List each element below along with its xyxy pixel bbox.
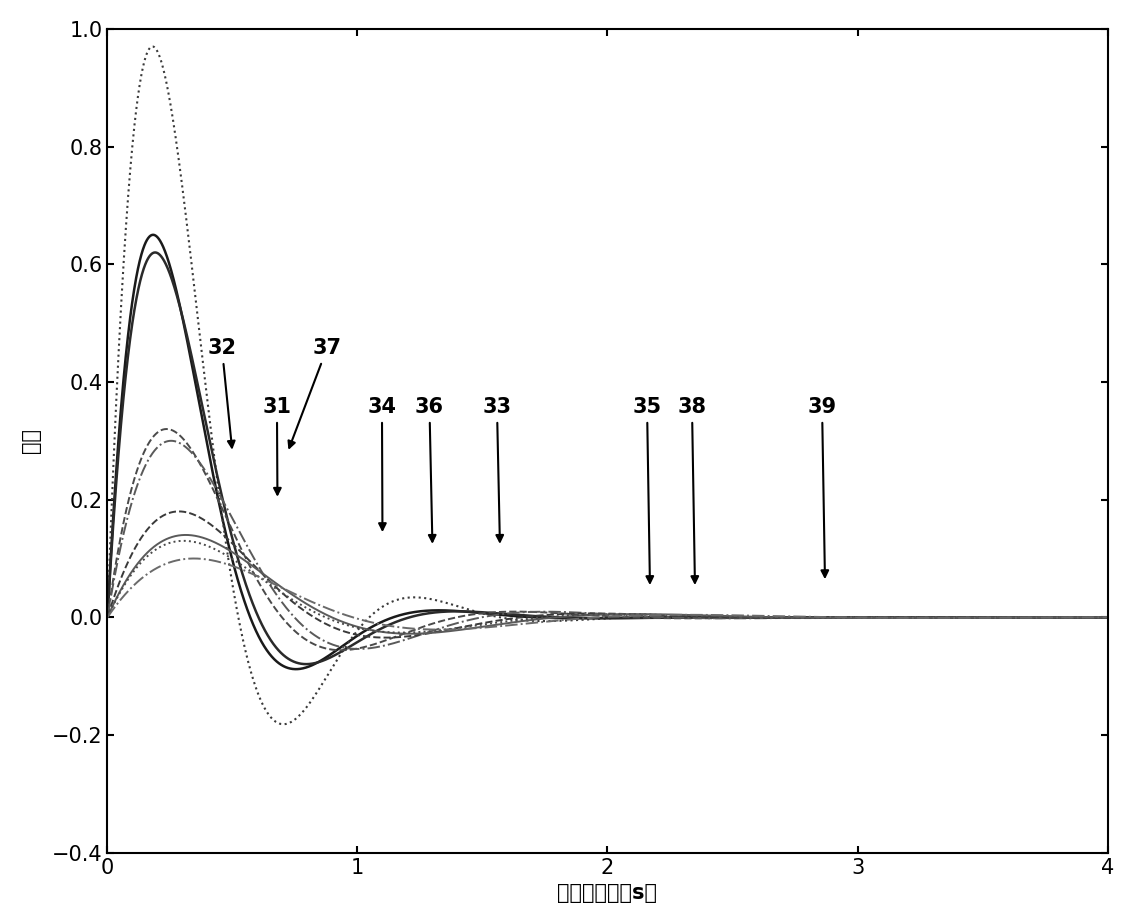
X-axis label: 时间（单位：s）: 时间（单位：s） <box>557 883 657 903</box>
Text: 31: 31 <box>262 397 292 494</box>
Text: 33: 33 <box>482 397 512 541</box>
Text: 38: 38 <box>678 397 706 583</box>
Text: 37: 37 <box>288 338 342 448</box>
Text: 34: 34 <box>368 397 396 529</box>
Text: 35: 35 <box>632 397 662 583</box>
Text: 39: 39 <box>807 397 836 577</box>
Y-axis label: 功角: 功角 <box>20 429 41 454</box>
Text: 36: 36 <box>415 397 444 541</box>
Text: 32: 32 <box>208 338 236 447</box>
